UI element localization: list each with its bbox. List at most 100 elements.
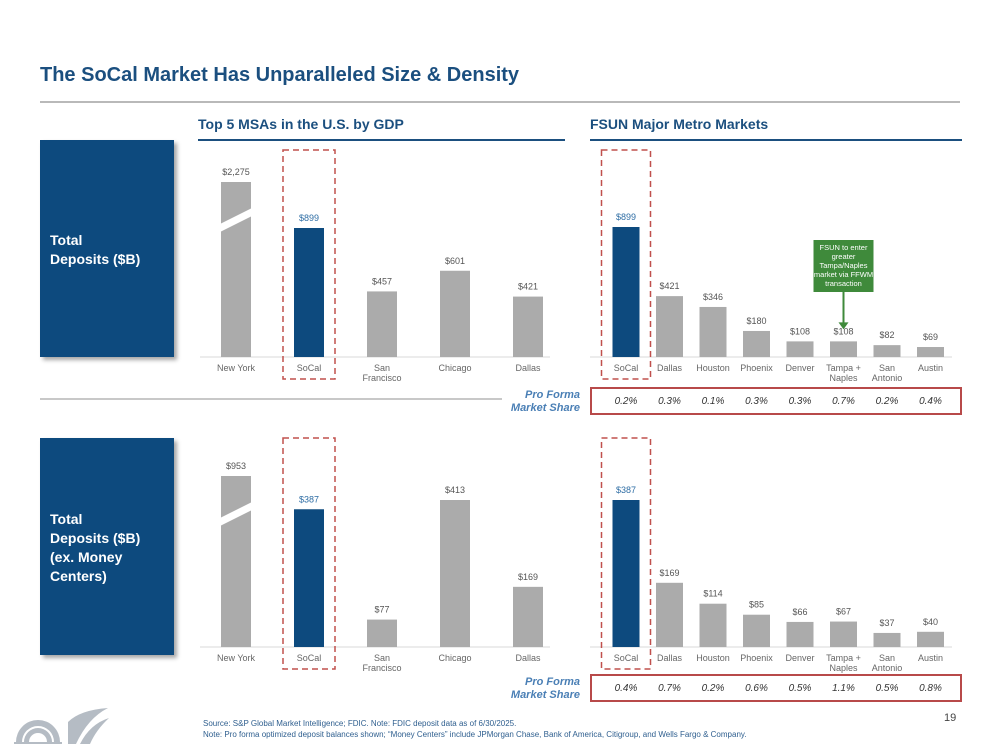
market-share-value: 0.5% (875, 683, 899, 694)
title-divider (40, 101, 960, 103)
market-share-value: 0.2% (614, 396, 638, 407)
row-label-total-deposits: Total Deposits ($B) (40, 140, 174, 357)
chart-fsun-metros-deposits-ex-money-centers: $387 SoCal $169 Dallas $114 Houston $85 Phoenix… (590, 437, 952, 673)
category-label: Dallas (657, 363, 683, 373)
data-label: $169 (518, 572, 538, 582)
data-label: $387 (299, 494, 319, 504)
category-label: Francisco (362, 373, 401, 383)
category-label: Chicago (438, 363, 471, 373)
row-label-line: Deposits ($B) (50, 251, 141, 267)
category-label: SoCal (614, 363, 639, 373)
market-share-value: 0.1% (701, 396, 725, 407)
bar (917, 631, 944, 647)
data-label: $37 (879, 618, 894, 628)
right-section-header: FSUN Major Metro Markets (590, 116, 769, 132)
category-label: Tampa + (826, 653, 861, 663)
pro-forma-label-line: Pro Forma (524, 389, 580, 401)
market-share-value: 0.7% (832, 396, 855, 407)
market-share-value: 1.1% (832, 683, 855, 694)
data-label: $899 (616, 212, 636, 222)
right-header-rule (590, 139, 962, 141)
annotation-box (813, 240, 874, 292)
bar (367, 619, 397, 647)
category-label: Naples (829, 663, 858, 673)
highlight-dashed-outline (600, 437, 652, 670)
bar (917, 347, 944, 357)
category-label: Phoenix (740, 363, 773, 373)
market-share-value: 0.3% (745, 396, 768, 407)
market-share-value: 0.4% (919, 396, 942, 407)
data-label: $953 (226, 461, 246, 471)
data-label: $346 (703, 292, 723, 302)
data-label: $40 (923, 617, 938, 627)
data-label: $67 (836, 607, 851, 617)
data-label: $169 (659, 568, 679, 578)
data-label: $108 (833, 326, 853, 336)
annotation-arrow-head (838, 322, 849, 330)
left-header-rule (198, 139, 565, 141)
row-label-line: Deposits ($B) (50, 530, 141, 546)
data-label: $421 (659, 281, 679, 291)
category-label: SoCal (297, 363, 322, 373)
bar (221, 182, 251, 357)
bar (612, 227, 640, 357)
data-label: $2,275 (222, 167, 250, 177)
data-label: $413 (445, 485, 465, 495)
category-label: Antonio (872, 663, 903, 673)
category-label: Antonio (872, 373, 903, 383)
category-label: San (879, 363, 895, 373)
bar (513, 586, 543, 647)
data-label: $69 (923, 332, 938, 342)
row-label-line: (ex. Money (50, 549, 123, 565)
category-label: Houston (696, 363, 730, 373)
company-logo-icon (14, 708, 109, 744)
highlight-dashed-outline (282, 437, 336, 670)
category-label: SoCal (297, 653, 322, 663)
bar (294, 228, 324, 357)
axis-break-mark (220, 208, 252, 232)
bar (440, 270, 470, 357)
market-share-value: 0.3% (788, 396, 812, 407)
pro-forma-label-bottom: Pro Forma Market Share (500, 676, 580, 702)
pro-forma-label-line: Market Share (510, 402, 580, 414)
bar (873, 632, 901, 647)
page-number: 19 (944, 712, 957, 724)
bar (743, 614, 770, 647)
annotation-text: market via FFWM (814, 270, 873, 279)
footnotes: Source: S&P Global Market Intelligence; … (203, 718, 747, 740)
data-label: $387 (616, 485, 636, 495)
category-label: Chicago (438, 653, 471, 663)
bar (367, 291, 397, 357)
highlight-dashed-outline (600, 149, 652, 380)
data-label: $457 (372, 276, 392, 286)
data-label: $421 (518, 282, 538, 292)
row-label-line: Total (50, 232, 83, 248)
pro-forma-market-share-top: 0.2% 0.3% 0.1% 0.3% 0.3% 0.7% 0.2% 0.4% (590, 387, 962, 415)
market-share-value: 0.5% (788, 683, 812, 694)
section-divider (40, 398, 502, 400)
category-label: San (374, 653, 390, 663)
pro-forma-market-share-bottom: 0.4% 0.7% 0.2% 0.6% 0.5% 1.1% 0.5% 0.8% (590, 674, 962, 702)
footnote-note: Note: Pro forma optimized deposit balanc… (203, 730, 747, 739)
bar (294, 509, 324, 647)
category-label: SoCal (614, 653, 639, 663)
category-label: Denver (785, 653, 814, 663)
highlight-dashed-outline (282, 149, 336, 380)
annotation-text: transaction (825, 279, 862, 288)
category-label: Francisco (362, 663, 401, 673)
bar (699, 306, 727, 357)
category-label: Naples (829, 373, 858, 383)
category-label: Austin (918, 363, 943, 373)
annotation-text: FSUN to enter (820, 243, 868, 252)
market-share-value: 0.2% (701, 683, 725, 694)
bar (786, 341, 814, 357)
bar (830, 341, 857, 357)
pro-forma-label-top: Pro Forma Market Share (500, 389, 580, 415)
category-label: Dallas (515, 653, 541, 663)
row-label-line: Centers) (50, 568, 107, 584)
data-label: $601 (445, 256, 465, 266)
pro-forma-label-line: Pro Forma (524, 676, 580, 688)
category-label: New York (217, 653, 256, 663)
